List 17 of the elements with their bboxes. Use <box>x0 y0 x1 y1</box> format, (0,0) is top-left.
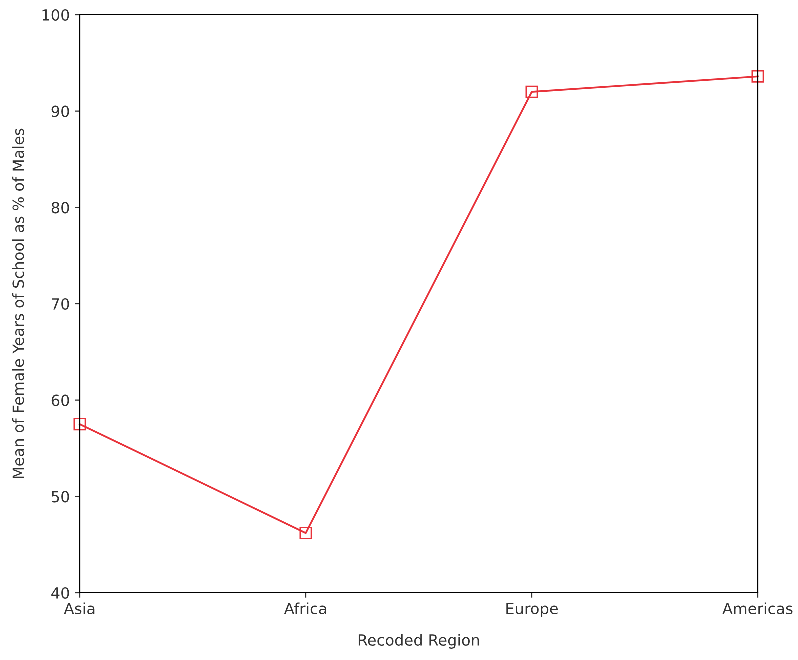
x-tick-label: Asia <box>64 602 95 615</box>
x-tick-label: Americas <box>722 602 793 615</box>
point <box>300 527 312 540</box>
x-tick-label: Europe <box>506 603 558 618</box>
y-tick-label: 50 <box>52 491 70 503</box>
y-axis-title: Mean of Female Years of School as % of Males <box>12 128 24 478</box>
y-tick-label: 60 <box>52 394 70 406</box>
y-tick-label: 40 <box>52 587 70 600</box>
y-tick-label: 90 <box>52 106 70 118</box>
x-tick-label: Africa <box>284 602 326 615</box>
point <box>526 86 538 98</box>
y-tick-label: 80 <box>52 202 70 214</box>
y-tick-label: 70 <box>52 298 70 310</box>
point <box>752 70 764 83</box>
x-axis-title: Recoded Region <box>358 634 480 649</box>
point <box>74 418 86 431</box>
y-tick-label: 100 <box>42 9 70 22</box>
